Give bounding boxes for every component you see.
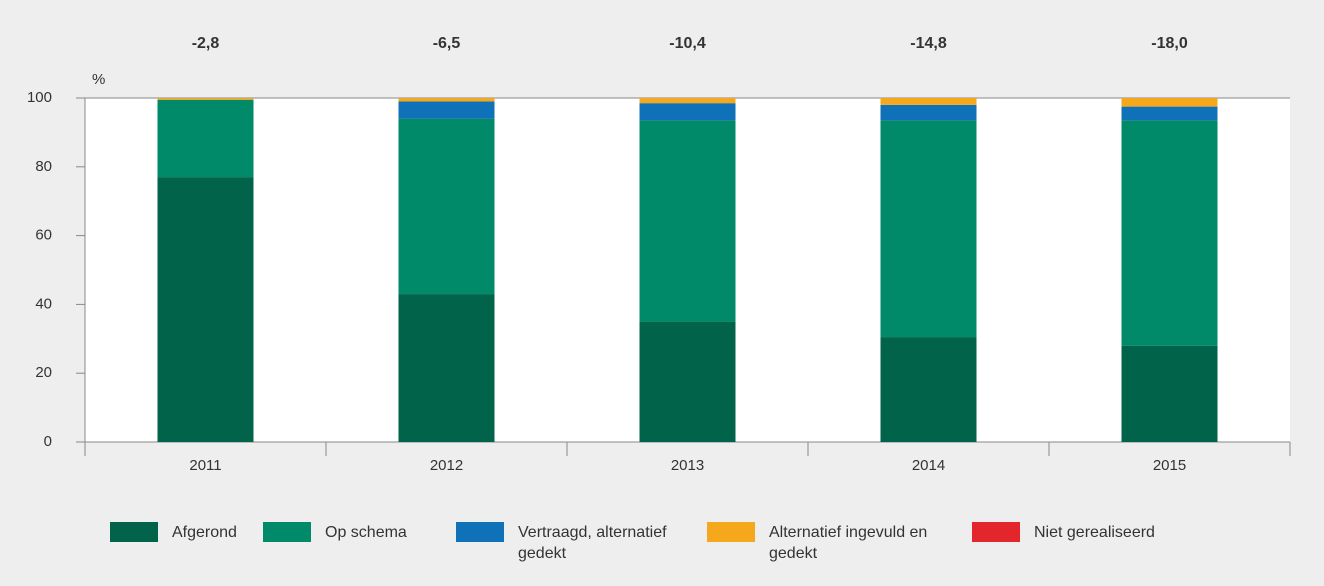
annotation: -6,5: [433, 35, 461, 52]
bar-segment: [880, 98, 977, 105]
legend-swatch: [263, 522, 311, 542]
y-axis-label: %: [92, 71, 105, 88]
y-tick-label: 20: [35, 364, 52, 381]
legend-item: Vertraagd, alternatief gedekt: [456, 522, 678, 564]
bar-segment: [880, 104, 977, 121]
y-tick-label: 80: [35, 158, 52, 175]
y-tick-label: 100: [27, 89, 52, 106]
legend-swatch: [456, 522, 504, 542]
bar-segment: [398, 118, 495, 295]
annotation: -18,0: [1151, 35, 1188, 52]
bar-segment: [157, 99, 254, 178]
bar-segment: [639, 321, 736, 442]
legend-item: Op schema: [263, 522, 485, 543]
bar-segment: [639, 98, 736, 104]
annotation: -14,8: [910, 35, 947, 52]
bar-segment: [1121, 98, 1218, 107]
bar-segment: [157, 177, 254, 442]
bar-segment: [880, 120, 977, 338]
y-tick-label: 0: [44, 433, 52, 450]
x-tick-label: 2012: [430, 457, 463, 474]
bar-segment: [1121, 106, 1218, 121]
bar-segment: [398, 98, 495, 102]
x-tick-label: 2015: [1153, 457, 1186, 474]
legend-swatch: [707, 522, 755, 542]
legend-label: Niet gerealiseerd: [1034, 524, 1155, 541]
bar-segment: [1121, 345, 1218, 442]
legend-swatch: [110, 522, 158, 542]
bar-segment: [398, 101, 495, 119]
annotation: -2,8: [192, 35, 220, 52]
x-tick-label: 2014: [912, 457, 945, 474]
legend-item: Niet gerealiseerd: [972, 522, 1194, 543]
legend-item: Alternatief ingevuld en gedekt: [707, 522, 929, 564]
annotation: -10,4: [669, 35, 706, 52]
bar-segment: [398, 294, 495, 442]
bar-segment: [639, 103, 736, 121]
legend: Afgerond Op schema Vertraagd, alternatief …: [0, 522, 1324, 582]
y-tick-label: 40: [35, 295, 52, 312]
legend-label: Op schema: [325, 524, 407, 541]
x-tick-label: 2011: [189, 457, 221, 474]
legend-item: Afgerond: [110, 522, 332, 543]
legend-label: Vertraagd, alternatief gedekt: [518, 524, 667, 562]
y-tick-label: 60: [35, 227, 52, 244]
bar-segment: [880, 337, 977, 442]
legend-label: Alternatief ingevuld en gedekt: [769, 524, 928, 562]
legend-swatch: [972, 522, 1020, 542]
legend-label: Afgerond: [172, 524, 237, 541]
bar-segment: [639, 120, 736, 322]
bar-segment: [157, 98, 254, 100]
bar-segment: [1121, 120, 1218, 346]
x-tick-label: 2013: [671, 457, 704, 474]
